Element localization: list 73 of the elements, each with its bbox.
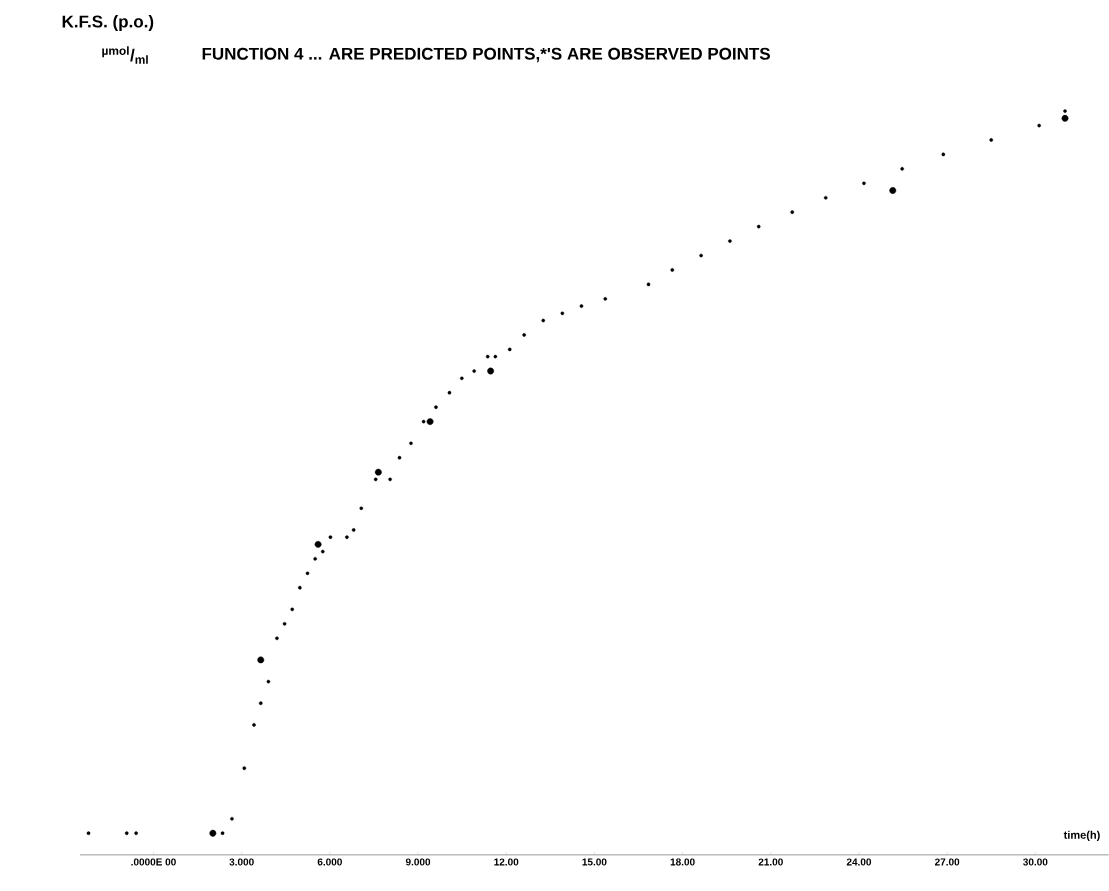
point: [374, 468, 382, 476]
point: [485, 354, 490, 359]
point: [522, 333, 526, 337]
x-tick-label: 18.00: [670, 858, 695, 866]
point: [290, 607, 295, 612]
point: [305, 571, 310, 576]
x-tick-label: 24.00: [846, 858, 872, 866]
x-tick-label: .0000E 00: [131, 858, 176, 866]
x-tick-label: 15.00: [582, 858, 607, 866]
x-tick-label: 30.00: [1023, 858, 1048, 866]
point: [351, 528, 356, 532]
point: [359, 506, 364, 511]
point: [460, 376, 464, 381]
point: [209, 829, 217, 837]
point: [756, 224, 761, 229]
point: [823, 196, 828, 200]
point: [345, 535, 349, 539]
point: [989, 138, 994, 142]
point: [790, 210, 795, 215]
point: [373, 477, 378, 482]
point: [282, 622, 287, 626]
point: [603, 297, 608, 301]
point: [258, 701, 263, 706]
point: [298, 585, 302, 590]
point: [900, 167, 904, 171]
point: [493, 354, 498, 359]
point: [242, 766, 247, 771]
point: [220, 831, 225, 836]
point: [230, 817, 234, 821]
point: [86, 831, 91, 836]
point: [257, 656, 265, 664]
point: [541, 318, 546, 323]
point: [266, 679, 271, 684]
point: [426, 418, 434, 426]
point: [889, 187, 897, 194]
point: [134, 831, 138, 836]
x-tick-label: 12.00: [494, 858, 519, 866]
point: [1063, 109, 1067, 113]
chart-title: FUNCTION 4 ... ARE PREDICTED POINTS,*'S ARE OBSERVED POINTS: [202, 47, 770, 63]
text: $^{µmol}$/$_{ml}$: [102, 46, 148, 64]
x-tick-label: 21.00: [758, 858, 783, 866]
point: [388, 477, 392, 482]
point: [434, 405, 438, 410]
point: [421, 419, 426, 424]
point: [320, 549, 325, 554]
point: [670, 268, 675, 272]
point: [1037, 123, 1041, 128]
point: [472, 369, 476, 373]
point: [313, 557, 317, 561]
point: [579, 304, 584, 308]
point: [728, 239, 732, 243]
x-tick-label: 6.000: [317, 858, 342, 866]
x-axis-title: time(h): [1063, 830, 1100, 842]
point: [941, 152, 946, 157]
x-tick-label: 9.000: [405, 858, 431, 866]
y-axis-title: K.F.S. (p.o.): [62, 15, 154, 31]
x-tick-label: 27.00: [934, 858, 960, 866]
point: [507, 347, 512, 352]
x-tick-label: 3.000: [229, 858, 254, 866]
point: [487, 367, 495, 375]
point: [699, 253, 703, 258]
point: [862, 181, 866, 186]
point: [124, 831, 129, 836]
point: [409, 441, 413, 446]
point: [252, 723, 256, 727]
point: [328, 535, 333, 539]
point: [646, 282, 651, 287]
point: [1061, 114, 1069, 122]
point: [314, 541, 322, 548]
point: [447, 390, 452, 395]
point: [275, 636, 279, 641]
point: [397, 455, 402, 460]
point: [560, 311, 565, 316]
